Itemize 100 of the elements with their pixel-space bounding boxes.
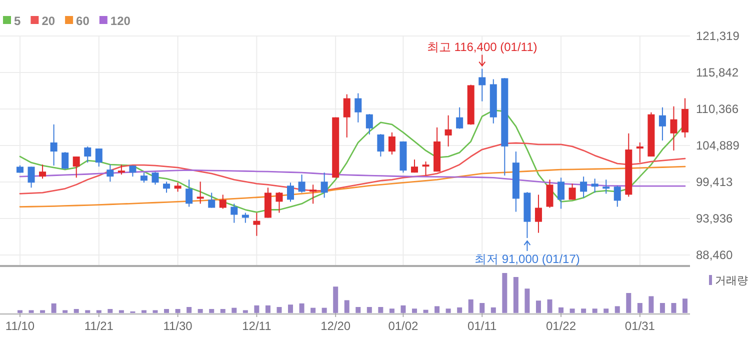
x-tick-label: 11/21 (84, 319, 114, 333)
candlestick (670, 106, 678, 152)
bar (254, 305, 260, 313)
candlestick (388, 132, 396, 156)
bar (490, 307, 496, 313)
bar (344, 300, 350, 313)
candlestick (84, 146, 92, 164)
candlestick (186, 179, 193, 208)
legend-label: 거래량 (715, 275, 748, 287)
bar (198, 309, 203, 313)
bar (457, 307, 462, 313)
candlestick (377, 134, 384, 158)
bar (164, 309, 170, 313)
x-tick-label: 01/02 (388, 319, 419, 333)
bar (468, 299, 474, 313)
y-tick-label: 88,460 (696, 248, 734, 262)
bar (389, 308, 394, 313)
x-tick-label: 01/11 (468, 319, 498, 333)
candlestick (118, 164, 125, 176)
bar (175, 309, 180, 313)
candlestick (163, 181, 170, 194)
candlestick (444, 114, 452, 147)
bar (592, 308, 598, 313)
bar (209, 309, 214, 313)
bar (412, 308, 417, 313)
candlestick (196, 181, 204, 204)
candlestick (28, 166, 35, 188)
bar (18, 310, 22, 313)
bar (660, 303, 665, 313)
bar (152, 310, 158, 313)
bar (333, 286, 338, 313)
candlestick (287, 182, 294, 202)
candlestick (422, 161, 430, 176)
y-tick-label: 115,842 (696, 65, 739, 80)
legend-label: 5 (14, 14, 21, 28)
bar (513, 277, 518, 313)
annotation: 최고 116,400 (01/11) (426, 40, 538, 54)
bar (40, 310, 46, 313)
bar (570, 308, 575, 313)
candlestick (152, 172, 159, 186)
bar (637, 303, 642, 313)
candlestick (580, 176, 588, 198)
candlestick (276, 192, 283, 214)
candlestick (174, 182, 182, 192)
legend-label: 60 (76, 14, 90, 28)
bar (480, 303, 485, 313)
candlestick (62, 152, 69, 170)
y-tick-label: 110,366 (696, 102, 739, 116)
bar (242, 310, 248, 313)
bar (118, 310, 124, 313)
candlestick (546, 179, 554, 208)
bar (85, 310, 90, 313)
candlestick (636, 142, 644, 164)
bar (74, 309, 79, 313)
annotation: 최저 91,000 (01/17) (474, 252, 580, 266)
candlestick (310, 184, 317, 204)
bar (299, 303, 304, 313)
bar (186, 307, 192, 313)
x-tick-label: 11/30 (163, 319, 193, 333)
candlestick (106, 164, 114, 182)
x-tick-label: 12/11 (242, 319, 272, 333)
x-tick-label: 11/10 (5, 319, 35, 333)
bar (446, 308, 451, 313)
x-tick-label: 12/20 (320, 319, 351, 333)
candlestick (343, 94, 350, 138)
candlestick (602, 179, 610, 194)
candlestick (230, 203, 238, 224)
bar (220, 309, 226, 313)
bar (366, 307, 372, 313)
bar (648, 296, 654, 313)
y-tick-label: 104,889 (696, 138, 740, 152)
bar (558, 307, 564, 313)
candlestick (534, 194, 542, 234)
bar (141, 310, 146, 313)
candlestick (456, 106, 464, 130)
bar (423, 310, 428, 313)
y-tick-label: 121,319 (696, 29, 740, 43)
bar (547, 299, 552, 313)
bar (626, 293, 632, 313)
bar (51, 303, 56, 313)
bar (96, 310, 102, 313)
bar (604, 308, 609, 313)
candlestick (658, 106, 666, 141)
bar (310, 308, 316, 313)
bar (614, 306, 620, 313)
candlestick (242, 212, 249, 224)
bar (232, 308, 237, 313)
candlestick (366, 114, 373, 135)
bar (288, 304, 294, 313)
candlestick (568, 183, 576, 200)
candlestick (478, 68, 486, 102)
candlestick (253, 212, 260, 236)
candlestick (320, 172, 328, 198)
y-tick-label: 99,413 (696, 174, 734, 189)
bar (322, 308, 327, 313)
candlestick (95, 148, 102, 168)
bar (62, 310, 68, 313)
candlestick (298, 174, 306, 194)
bar (356, 307, 361, 313)
bar (581, 308, 586, 313)
